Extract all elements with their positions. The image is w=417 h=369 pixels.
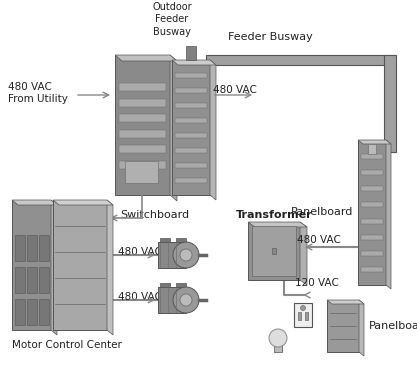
Bar (248, 222, 300, 280)
Bar (39, 267, 49, 293)
Bar (158, 242, 186, 268)
Text: Transformer: Transformer (236, 210, 312, 220)
Text: 120 VAC: 120 VAC (295, 278, 339, 288)
Bar (15, 299, 25, 325)
Bar (274, 344, 282, 352)
Polygon shape (172, 60, 216, 65)
Bar (272, 248, 276, 254)
Bar (27, 235, 37, 261)
Text: Outdoor
Feeder
Busway: Outdoor Feeder Busway (152, 2, 192, 37)
Bar (119, 83, 166, 91)
Bar (294, 303, 312, 327)
Text: 480 VAC: 480 VAC (118, 292, 162, 302)
Polygon shape (51, 200, 57, 335)
Text: Panelboard: Panelboard (291, 207, 353, 217)
Bar (172, 60, 210, 195)
Polygon shape (107, 200, 113, 335)
Bar (39, 299, 49, 325)
Bar (175, 148, 207, 153)
Bar (305, 312, 308, 320)
Bar (119, 145, 166, 154)
Bar (298, 312, 301, 320)
Polygon shape (300, 222, 307, 285)
Polygon shape (358, 140, 391, 144)
Bar (176, 238, 186, 242)
Circle shape (173, 242, 199, 268)
Text: 480 VAC: 480 VAC (213, 85, 257, 95)
Bar (119, 99, 166, 107)
Bar (158, 287, 186, 313)
Bar (176, 283, 186, 287)
Bar (361, 186, 383, 192)
Bar (119, 114, 166, 122)
Polygon shape (327, 300, 364, 304)
Bar (384, 55, 396, 152)
Polygon shape (359, 300, 364, 356)
Bar (175, 103, 207, 108)
Bar (115, 55, 170, 195)
Text: 480 VAC
From Utility: 480 VAC From Utility (8, 82, 68, 104)
Bar (12, 200, 51, 330)
Bar (361, 251, 383, 256)
Bar (175, 88, 207, 93)
Polygon shape (115, 55, 177, 61)
Bar (119, 161, 166, 169)
Circle shape (180, 249, 192, 261)
Polygon shape (12, 200, 57, 205)
Bar (175, 133, 207, 138)
Bar (175, 118, 207, 123)
Bar (27, 267, 37, 293)
Bar (252, 226, 296, 276)
Polygon shape (248, 222, 307, 227)
Bar (39, 235, 49, 261)
Text: Feeder Busway: Feeder Busway (228, 32, 312, 42)
Bar (361, 235, 383, 240)
Bar (175, 73, 207, 78)
Circle shape (301, 306, 306, 310)
Polygon shape (170, 55, 177, 201)
Bar (361, 154, 383, 159)
Bar (15, 235, 25, 261)
Bar (361, 218, 383, 224)
Bar (361, 267, 383, 272)
Bar (160, 283, 170, 287)
Text: 480 VAC: 480 VAC (297, 235, 341, 245)
Bar (361, 170, 383, 175)
Bar (186, 46, 196, 60)
Bar (175, 178, 207, 183)
Circle shape (269, 329, 287, 347)
Bar (206, 55, 393, 65)
Polygon shape (210, 60, 216, 200)
Polygon shape (386, 140, 391, 289)
Bar (368, 144, 376, 154)
Circle shape (180, 294, 192, 306)
Bar (160, 238, 170, 242)
Bar (327, 300, 359, 352)
Bar (361, 203, 383, 207)
Text: Panelboard: Panelboard (369, 321, 417, 331)
Text: Motor Control Center: Motor Control Center (12, 340, 122, 350)
Polygon shape (53, 200, 113, 205)
Circle shape (173, 287, 199, 313)
Bar (125, 161, 158, 183)
Bar (53, 200, 107, 330)
Bar (119, 130, 166, 138)
Bar (15, 267, 25, 293)
Bar (27, 299, 37, 325)
Bar (175, 163, 207, 168)
Text: Switchboard: Switchboard (120, 210, 189, 220)
Text: 480 VAC: 480 VAC (118, 247, 162, 257)
Bar (358, 140, 386, 285)
